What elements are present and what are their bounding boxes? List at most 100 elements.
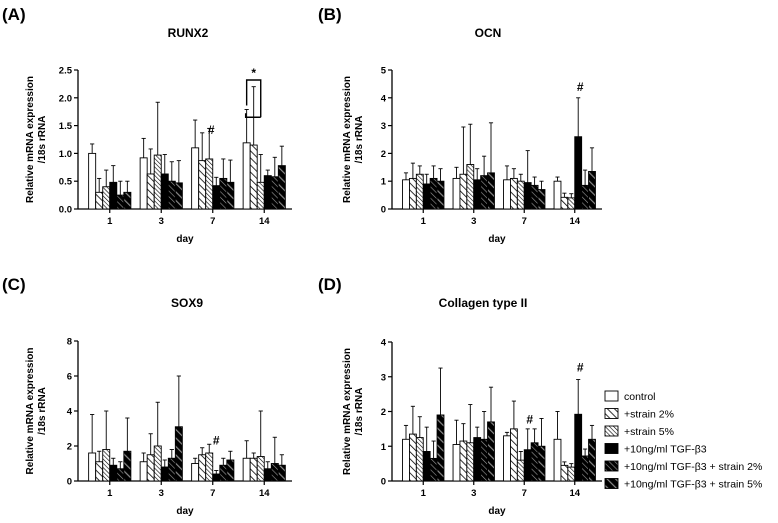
bar [422, 183, 431, 210]
y-tick-label: 2 [381, 407, 386, 418]
x-tick-label: 14 [569, 216, 580, 227]
bar [109, 464, 118, 482]
bar [408, 177, 417, 210]
bar [167, 180, 176, 210]
y-tick-label: 2.5 [59, 66, 73, 77]
x-tick-label: 1 [421, 216, 427, 227]
legend-swatch [604, 408, 619, 419]
bar [102, 186, 111, 210]
bar [523, 182, 532, 210]
y-tick-label: 8 [67, 337, 72, 348]
legend: control +strain 2% +strain 5% +10ng/ml TGF-… [604, 390, 762, 491]
significance-bracket [245, 79, 262, 118]
y-tick-label: 1.0 [59, 149, 72, 160]
bar [123, 191, 132, 210]
x-tick-label: 14 [259, 216, 270, 227]
bar [88, 152, 97, 210]
legend-label: control [624, 391, 656, 403]
bar [270, 176, 279, 210]
y-tick-label: 2.0 [59, 93, 72, 104]
y-tick-label: 4 [381, 338, 387, 349]
x-tick-label: 1 [107, 488, 113, 499]
bar [88, 452, 97, 482]
bar [212, 185, 221, 210]
bar [553, 438, 562, 482]
bar [160, 173, 169, 210]
bar [466, 442, 475, 482]
chart-title: RUNX2 [168, 26, 209, 40]
bar [530, 184, 539, 210]
bar [139, 157, 148, 210]
bar [270, 463, 279, 482]
bar [256, 181, 265, 210]
x-axis-label: day [176, 506, 194, 517]
bar [530, 442, 539, 482]
x-axis-label: day [488, 234, 506, 245]
bar [242, 457, 251, 482]
bar [242, 142, 251, 210]
y-tick-label: 0.5 [59, 177, 73, 188]
y-axis-label: /18s rRNA [37, 387, 48, 435]
bar [516, 180, 525, 210]
bar [459, 440, 468, 482]
bar [198, 454, 207, 482]
bar [415, 437, 424, 482]
chart-title: Collagen type II [439, 296, 528, 310]
legend-swatch [604, 443, 619, 454]
bar [588, 171, 596, 210]
y-tick-label: 4 [381, 93, 387, 104]
chart-collagen-type-ii: Collagen type II Relative mRNA expression… [342, 296, 602, 517]
panel-label-d: (D) [318, 275, 342, 294]
bar [226, 459, 235, 482]
y-tick-label: 0 [381, 477, 386, 488]
bar [459, 173, 468, 210]
legend-label: +strain 5% [624, 426, 674, 438]
x-tick-label: 7 [210, 216, 215, 227]
legend-swatch [604, 460, 619, 472]
bar [160, 466, 169, 482]
x-tick-label: 3 [159, 216, 164, 227]
chart-title: OCN [475, 26, 502, 40]
y-tick-label: 1 [381, 442, 387, 453]
bar [537, 189, 546, 210]
y-tick-label: 1.5 [59, 121, 73, 132]
bar [402, 438, 410, 482]
y-tick-label: 3 [381, 121, 386, 132]
bar [95, 191, 104, 210]
significance-hash: # [208, 123, 215, 137]
bar [153, 154, 162, 210]
bar [473, 179, 482, 210]
bar [116, 468, 125, 482]
bar [574, 136, 583, 210]
significance-star: * [251, 66, 256, 80]
bar [581, 455, 590, 482]
bar [487, 421, 495, 482]
panel-label-c: (C) [2, 275, 26, 294]
x-tick-label: 3 [471, 488, 476, 499]
bar [487, 172, 495, 210]
bar [523, 449, 532, 482]
y-tick-label: 3 [381, 372, 386, 383]
bar [436, 414, 445, 482]
bar [422, 451, 431, 482]
y-tick-label: 1 [381, 177, 387, 188]
bar [174, 182, 183, 210]
bar [429, 177, 438, 210]
significance-hash: # [213, 433, 220, 447]
bar [146, 173, 155, 210]
x-tick-label: 3 [471, 216, 476, 227]
bar [402, 179, 410, 210]
significance-hash: # [526, 413, 533, 427]
bar [503, 435, 511, 482]
legend-label: +strain 2% [624, 409, 674, 421]
bar [567, 466, 576, 482]
bar [560, 464, 569, 482]
y-tick-label: 6 [67, 372, 72, 383]
bar [95, 461, 104, 482]
y-axis-label: /18s rRNA [354, 388, 365, 436]
y-tick-label: 5 [381, 66, 387, 77]
x-tick-label: 7 [522, 488, 527, 499]
bar [537, 445, 546, 482]
bar [436, 180, 445, 210]
